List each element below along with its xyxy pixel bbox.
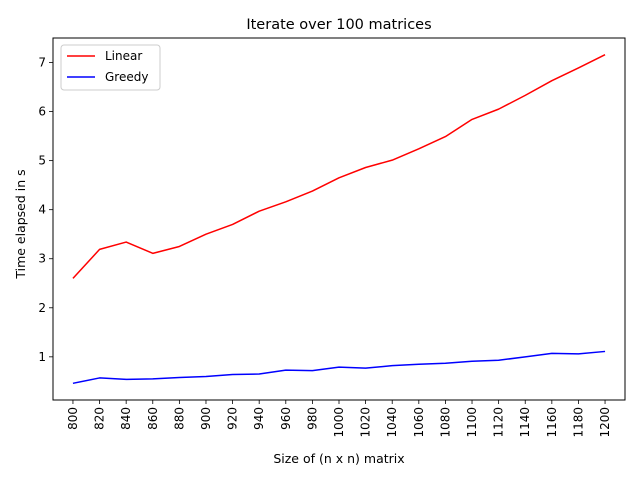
x-tick-label: 880 xyxy=(172,407,186,430)
x-tick-label: 980 xyxy=(305,407,319,430)
x-tick-label: 820 xyxy=(93,407,107,430)
y-tick-label: 2 xyxy=(38,301,46,315)
y-tick-label: 1 xyxy=(38,350,46,364)
legend-label-linear: Linear xyxy=(105,49,142,63)
series-line-greedy xyxy=(72,350,606,385)
x-tick-label: 920 xyxy=(226,407,240,430)
x-tick-label: 860 xyxy=(146,407,160,430)
y-tick-label: 6 xyxy=(38,105,46,119)
x-tick-label: 1000 xyxy=(332,407,346,438)
x-tick-label: 1100 xyxy=(465,407,479,438)
x-tick-label: 800 xyxy=(66,407,80,430)
x-tick-label: 1080 xyxy=(438,407,452,438)
x-tick-label: 1060 xyxy=(412,407,426,438)
x-tick-label: 940 xyxy=(252,407,266,430)
plot-lines xyxy=(72,54,606,385)
legend-label-greedy: Greedy xyxy=(105,70,148,84)
series-line-linear xyxy=(72,54,606,279)
chart-title: Iterate over 100 matrices xyxy=(246,17,431,33)
y-axis-label: Time elapsed in s xyxy=(13,169,28,279)
y-tick-label: 4 xyxy=(38,203,46,217)
legend: Linear Greedy xyxy=(60,44,161,91)
x-tick-label: 1180 xyxy=(571,407,585,438)
x-axis: 800 820 840 860 880 900 920 940 960 980 1000 1020 10… xyxy=(66,400,612,438)
x-tick-label: 1040 xyxy=(385,407,399,438)
x-tick-label: 1200 xyxy=(598,407,612,438)
x-tick-label: 900 xyxy=(199,407,213,430)
x-tick-label: 1120 xyxy=(492,407,506,438)
x-axis-label: Size of (n x n) matrix xyxy=(273,451,404,466)
x-tick-label: 960 xyxy=(279,407,293,430)
x-tick-label: 1020 xyxy=(359,407,373,438)
y-tick-label: 7 xyxy=(38,56,46,70)
x-tick-label: 1140 xyxy=(518,407,532,438)
y-tick-label: 5 xyxy=(38,154,46,168)
x-tick-label: 840 xyxy=(119,407,133,430)
y-tick-label: 3 xyxy=(38,252,46,266)
y-axis: 1 2 3 4 5 6 7 xyxy=(38,56,53,364)
x-tick-label: 1160 xyxy=(545,407,559,438)
